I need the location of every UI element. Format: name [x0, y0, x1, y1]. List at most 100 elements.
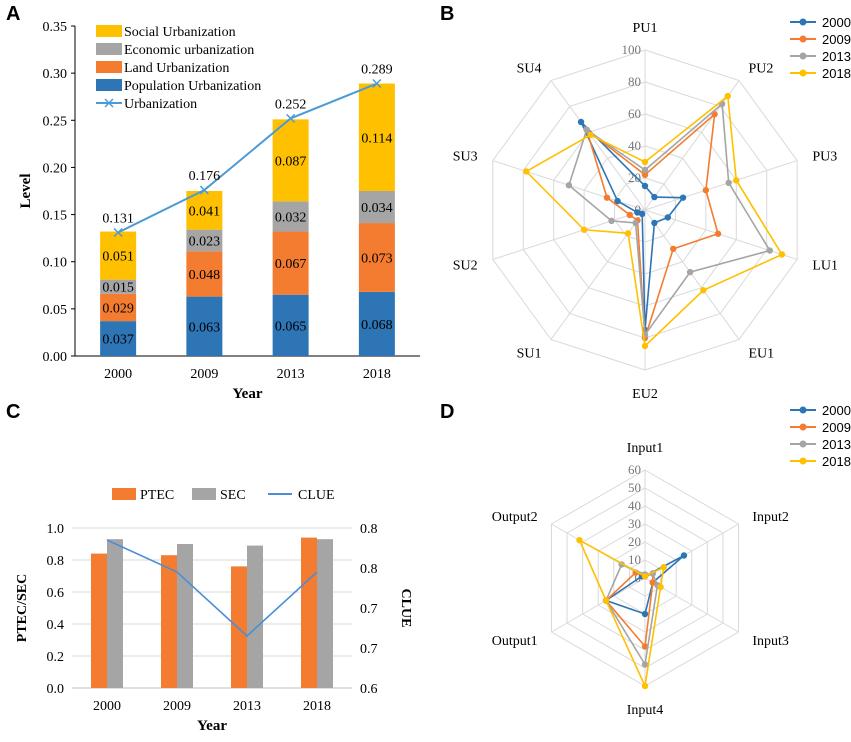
a-line-label: 0.289 — [361, 63, 393, 78]
a-bar-segment — [100, 293, 137, 322]
b-axis-label: SU4 — [517, 62, 542, 77]
d-legend-marker — [799, 457, 807, 465]
b-legend-marker — [799, 69, 807, 77]
b-axis-label: PU2 — [748, 62, 773, 77]
c-y-tick-label: 0.0 — [47, 682, 65, 697]
a-bar-label: 0.029 — [102, 301, 134, 316]
a-bar-segment — [272, 231, 309, 295]
a-bar-label: 0.087 — [275, 154, 307, 169]
d-axis-label: Output2 — [492, 510, 538, 525]
a-bar-label: 0.067 — [275, 257, 307, 272]
b-legend-marker — [799, 52, 807, 60]
c-y2-axis-label: CLUE — [398, 589, 413, 628]
b-point — [565, 182, 573, 189]
b-point — [724, 92, 731, 100]
b-legend-label: 2018 — [822, 66, 851, 81]
b-point — [624, 230, 632, 237]
c-legend-label: SEC — [220, 488, 246, 503]
d-r-tick-label: 10 — [628, 552, 641, 567]
a-urbanization-line — [117, 82, 378, 234]
c-y-tick-label: 0.8 — [47, 554, 65, 569]
a-bar-label: 0.065 — [275, 319, 307, 334]
c-y-tick-label: 0.6 — [47, 586, 65, 601]
d-r-tick-label: 0 — [635, 570, 642, 585]
d-legend-label: 2018 — [822, 454, 851, 469]
c-x-tick-label: 2009 — [163, 699, 191, 714]
b-legend-label: 2009 — [822, 32, 851, 47]
b-point — [641, 166, 649, 174]
a-bar-segment — [186, 191, 223, 230]
b-point — [664, 214, 672, 221]
b-point — [679, 194, 687, 201]
d-legend-label: 2009 — [822, 420, 851, 435]
a-y-tick-label: 0.35 — [43, 20, 68, 35]
d-point — [649, 579, 656, 586]
d-spoke — [551, 577, 646, 633]
a-y-axis-label: Level — [18, 174, 34, 209]
c-y2-tick-label: 0.7 — [360, 642, 378, 657]
d-point — [680, 552, 688, 559]
d-r-tick-label: 30 — [628, 516, 641, 531]
b-point — [670, 245, 677, 253]
a-line-marker — [113, 227, 123, 238]
a-bar-segment — [272, 119, 309, 202]
b-point — [587, 131, 594, 139]
a-bar-segment — [272, 294, 309, 356]
a-bar-label: 0.015 — [102, 281, 134, 296]
a-bar-label: 0.048 — [189, 268, 221, 283]
a-bar-segment — [100, 231, 137, 280]
a-bar-label: 0.073 — [361, 251, 393, 266]
a-y-tick-label: 0.30 — [43, 67, 68, 82]
c-bar-PTEC — [91, 553, 107, 688]
a-bar-label: 0.063 — [189, 320, 221, 335]
a-bar-segment — [186, 296, 223, 356]
a-bar-label: 0.051 — [102, 250, 134, 265]
chart-a-stacked-bar: 0.00 0.05 0.10 0.15 0.20 0.25 0.30 0.35 Level Yea… — [18, 20, 420, 402]
c-y-axis-label: PTEC/SEC — [15, 574, 30, 642]
a-y-tick-label: 0.00 — [43, 350, 68, 365]
b-legend-label: 2000 — [822, 15, 851, 30]
d-legend-label: 2000 — [822, 403, 851, 418]
b-point — [626, 211, 633, 219]
d-axis-label: Input2 — [752, 510, 789, 525]
b-point — [583, 126, 590, 133]
c-bar-SEC — [107, 539, 123, 688]
b-r-tick-label: 20 — [628, 170, 641, 185]
d-axis-label: Input3 — [752, 634, 789, 649]
d-axis-label: Input1 — [627, 441, 664, 456]
c-y2-tick-label: 0.7 — [360, 602, 378, 617]
a-y-tick-label: 0.25 — [43, 114, 68, 129]
a-bar-label: 0.037 — [102, 333, 134, 348]
chart-b-radar: 020406080100PU1PU2PU3LU1EU1EU2SU1SU2SU3S… — [453, 15, 851, 402]
panel-label-d: D — [440, 401, 454, 423]
a-line-marker — [286, 113, 296, 123]
d-axis-label: Input4 — [627, 703, 664, 718]
d-point — [641, 682, 649, 690]
c-y2-tick-label: 0.8 — [360, 562, 378, 577]
b-point — [641, 342, 649, 350]
a-bar-label: 0.023 — [189, 235, 221, 250]
b-r-tick-label: 40 — [628, 138, 641, 153]
b-r-tick-label: 100 — [622, 42, 642, 57]
a-bar-label: 0.032 — [275, 210, 307, 225]
d-point — [641, 661, 649, 668]
b-axis-label: LU1 — [812, 258, 838, 273]
c-y2-tick-label: 0.6 — [360, 682, 378, 697]
d-legend-marker — [799, 440, 807, 448]
a-line-label: 0.176 — [189, 169, 221, 184]
d-point — [641, 610, 649, 618]
panel-label-b: B — [440, 3, 454, 25]
b-point — [608, 217, 615, 225]
a-legend-marker — [104, 98, 114, 108]
panel-label-a: A — [6, 3, 20, 25]
a-x-axis-label: Year — [233, 386, 263, 402]
b-spoke — [644, 160, 798, 211]
a-line-marker — [199, 185, 209, 195]
c-x-tick-label: 2013 — [233, 699, 261, 714]
c-legend-label: PTEC — [140, 488, 174, 503]
a-bar-label: 0.114 — [361, 131, 392, 146]
panel-label-c: C — [6, 401, 20, 423]
a-legend-label: Economic urbanization — [124, 43, 254, 58]
a-bar-segment — [100, 279, 137, 294]
